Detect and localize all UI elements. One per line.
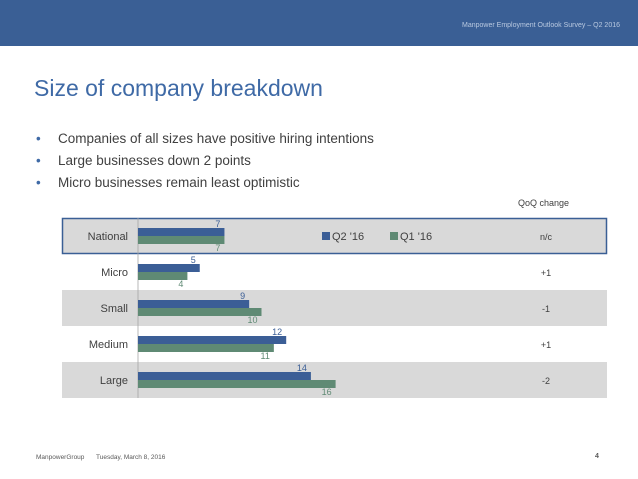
legend-label: Q2 '16 xyxy=(332,231,364,243)
bullet-icon: • xyxy=(36,153,41,168)
bullet-icon: • xyxy=(36,175,41,190)
qoq-change-value: +1 xyxy=(541,268,551,278)
data-label: 7 xyxy=(215,219,220,229)
bullet-text: Companies of all sizes have positive hir… xyxy=(58,131,374,146)
bullet-icon: • xyxy=(36,131,41,146)
data-label: 10 xyxy=(247,315,257,325)
data-label: 9 xyxy=(240,291,245,301)
data-label: 5 xyxy=(191,255,196,265)
data-label: 7 xyxy=(215,243,220,253)
data-label: 16 xyxy=(322,387,332,397)
bar xyxy=(138,272,188,280)
bullet-item: • Micro businesses remain least optimisti… xyxy=(36,172,374,194)
header-band: Manpower Employment Outlook Survey – Q2 … xyxy=(0,0,638,46)
category-label: Small xyxy=(100,303,128,315)
qoq-change-value: +1 xyxy=(541,340,551,350)
legend-label: Q1 '16 xyxy=(400,231,432,243)
bar xyxy=(138,228,225,236)
highlight-border xyxy=(61,217,608,255)
bullet-item: • Companies of all sizes have positive hi… xyxy=(36,128,374,150)
bar xyxy=(138,372,311,380)
legend-swatch xyxy=(322,232,330,240)
qoq-change-value: n/c xyxy=(540,232,553,242)
category-label: Micro xyxy=(101,267,128,279)
bar xyxy=(138,380,336,388)
qoq-change-value: -1 xyxy=(542,304,550,314)
footer-date: Tuesday, March 8, 2016 xyxy=(96,454,166,461)
qoq-change-value: -2 xyxy=(542,376,550,386)
slide-title: Size of company breakdown xyxy=(34,75,323,101)
page-number: 4 xyxy=(595,453,599,460)
data-label: 4 xyxy=(178,279,183,289)
bar xyxy=(138,308,262,316)
category-label: National xyxy=(88,231,128,243)
bar xyxy=(138,300,250,308)
bar xyxy=(138,264,200,272)
legend-swatch xyxy=(390,232,398,240)
footer-company: ManpowerGroup xyxy=(36,454,85,461)
data-label: 11 xyxy=(261,351,270,361)
data-label: 12 xyxy=(272,327,282,337)
bar xyxy=(138,344,274,352)
bar xyxy=(138,336,287,344)
category-label: Medium xyxy=(89,339,128,351)
survey-label: Manpower Employment Outlook Survey – Q2 … xyxy=(462,22,620,29)
bullet-text: Large businesses down 2 points xyxy=(58,153,251,168)
qoq-change-header: QoQ change xyxy=(518,198,570,208)
bullet-item: • Large businesses down 2 points xyxy=(36,150,374,172)
bar xyxy=(138,236,225,244)
category-label: Large xyxy=(100,375,128,387)
data-label: 14 xyxy=(297,363,307,373)
bullet-list: • Companies of all sizes have positive hi… xyxy=(36,128,374,194)
bullet-text: Micro businesses remain least optimistic xyxy=(58,175,300,190)
